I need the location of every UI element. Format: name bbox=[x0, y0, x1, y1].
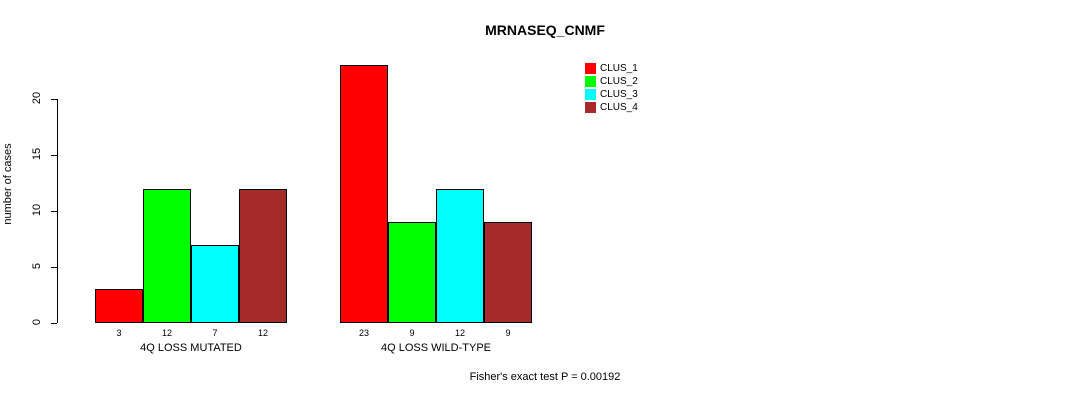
y-axis-tick bbox=[51, 99, 57, 100]
legend-swatch-icon bbox=[585, 76, 596, 87]
y-axis-tick bbox=[51, 155, 57, 156]
bar-value-label: 9 bbox=[505, 328, 511, 338]
bar-value-label: 7 bbox=[212, 328, 218, 338]
bar-clus_1 bbox=[340, 65, 388, 323]
bar-clus_2 bbox=[388, 222, 436, 323]
y-axis-tick-label: 5 bbox=[31, 262, 43, 270]
y-axis-tick-label: 15 bbox=[31, 147, 43, 161]
bar-value-label: 23 bbox=[358, 328, 369, 338]
legend-label: CLUS_4 bbox=[600, 102, 638, 113]
y-axis-label: number of cases bbox=[2, 143, 14, 225]
bar-value-label: 12 bbox=[454, 328, 465, 338]
legend-item: CLUS_1 bbox=[585, 62, 638, 75]
legend-item: CLUS_3 bbox=[585, 88, 638, 101]
legend-label: CLUS_3 bbox=[600, 89, 638, 100]
fisher-test-annotation: Fisher's exact test P = 0.00192 bbox=[469, 371, 621, 383]
y-axis-tick bbox=[51, 323, 57, 324]
legend-label: CLUS_2 bbox=[600, 76, 638, 87]
bar-value-label: 3 bbox=[116, 328, 122, 338]
y-axis-tick-label: 0 bbox=[31, 318, 43, 326]
bar-clus_1 bbox=[95, 289, 143, 323]
bar-clus_4 bbox=[239, 188, 287, 323]
chart-title: MRNASEQ_CNMF bbox=[485, 22, 605, 38]
bar-clus_4 bbox=[484, 222, 532, 323]
bar-clus_3 bbox=[436, 188, 484, 323]
y-axis-tick bbox=[51, 211, 57, 212]
bar-value-label: 9 bbox=[409, 328, 415, 338]
legend-item: CLUS_2 bbox=[585, 75, 638, 88]
y-axis-tick-label: 10 bbox=[31, 203, 43, 217]
legend-swatch-icon bbox=[585, 89, 596, 100]
bar-value-label: 12 bbox=[161, 328, 172, 338]
bar-value-label: 12 bbox=[257, 328, 268, 338]
legend-item: CLUS_4 bbox=[585, 101, 638, 114]
bar-clus_3 bbox=[191, 244, 239, 323]
legend-label: CLUS_1 bbox=[600, 63, 638, 74]
y-axis-line bbox=[57, 99, 58, 323]
group-label: 4Q LOSS WILD-TYPE bbox=[380, 342, 492, 354]
y-axis-tick-label: 20 bbox=[31, 91, 43, 105]
legend: CLUS_1 CLUS_2 CLUS_3 CLUS_4 bbox=[585, 62, 638, 114]
legend-swatch-icon bbox=[585, 102, 596, 113]
legend-swatch-icon bbox=[585, 63, 596, 74]
bar-clus_2 bbox=[143, 188, 191, 323]
group-label: 4Q LOSS MUTATED bbox=[140, 342, 242, 354]
y-axis-tick bbox=[51, 267, 57, 268]
